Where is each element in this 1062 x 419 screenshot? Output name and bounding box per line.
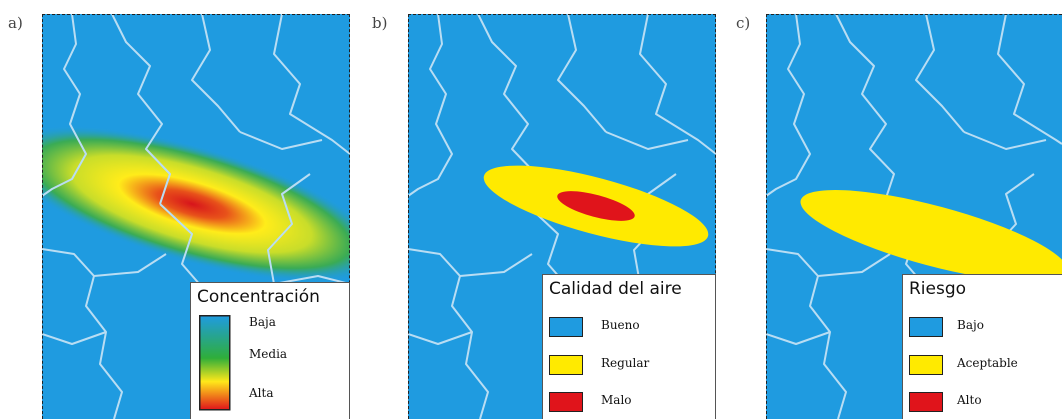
legend-risk: Riesgo Bajo Aceptable Alto xyxy=(902,274,1062,419)
panel-frame-top xyxy=(42,14,350,15)
legend-title: Calidad del aire xyxy=(549,279,682,299)
panel-b-label: b) xyxy=(372,14,387,32)
legend-title: Riesgo xyxy=(909,279,966,299)
swatch-acceptable xyxy=(909,355,943,375)
map-panel-air-quality: Calidad del aire Bueno Regular Malo xyxy=(408,14,716,419)
map-panel-risk: Riesgo Bajo Aceptable Alto xyxy=(766,14,1062,419)
legend-concentration: Concentración Baja Media Alta xyxy=(190,282,350,419)
panel-a-label: a) xyxy=(8,14,23,32)
concentration-color-scale xyxy=(199,315,231,411)
panel-frame-left xyxy=(766,14,767,419)
legend-title: Concentración xyxy=(197,287,320,307)
legend-air-quality: Calidad del aire Bueno Regular Malo xyxy=(542,274,716,419)
swatch-high xyxy=(909,392,943,412)
swatch-good xyxy=(549,317,583,337)
scale-label-medium: Media xyxy=(249,347,287,361)
legend-item-low: Bajo xyxy=(957,318,984,332)
panel-frame-top xyxy=(408,14,716,15)
panel-frame-left xyxy=(42,14,43,419)
legend-item-regular: Regular xyxy=(601,356,649,370)
map-panel-concentration: Concentración Baja Media Alta xyxy=(42,14,350,419)
scale-label-low: Baja xyxy=(249,315,276,329)
legend-item-good: Bueno xyxy=(601,318,640,332)
panel-frame-left xyxy=(408,14,409,419)
panel-c-label: c) xyxy=(736,14,750,32)
legend-item-acceptable: Aceptable xyxy=(957,356,1018,370)
swatch-bad xyxy=(549,392,583,412)
swatch-regular xyxy=(549,355,583,375)
panel-frame-top xyxy=(766,14,1062,15)
scale-label-high: Alta xyxy=(249,386,273,400)
legend-item-high: Alto xyxy=(957,393,982,407)
swatch-low xyxy=(909,317,943,337)
legend-item-bad: Malo xyxy=(601,393,632,407)
